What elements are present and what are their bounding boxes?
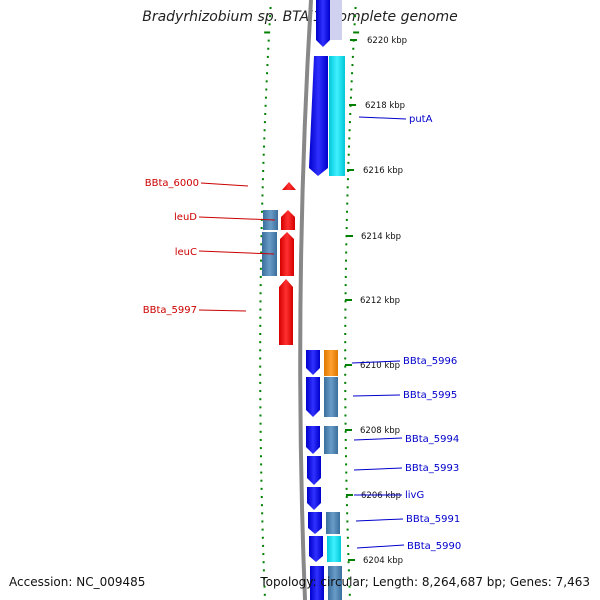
scale-label-6210: 6210 kbp [360,361,400,371]
gene-bbta-5994 [306,426,320,454]
label-leader [198,250,275,255]
gene-bbta-5997 [279,279,293,345]
feature-steel-5991 [326,512,340,534]
gene-top-forward [316,0,330,47]
genome-backbone [298,0,313,600]
label-leud[interactable]: leuD [174,212,197,223]
left-tick-track [259,7,272,596]
feature-lavender [330,0,342,40]
label-leader [351,360,401,364]
label-leader [353,437,403,441]
label-leader [356,544,405,549]
gene-bbta-5990 [309,536,323,562]
label-bbta-5990[interactable]: BBta_5990 [407,541,461,552]
feature-steel-5994 [324,426,338,454]
label-bbta-5994[interactable]: BBta_5994 [405,434,459,445]
feature-steel-5995 [324,377,338,417]
label-bbta-5996[interactable]: BBta_5996 [403,356,457,367]
gene-bottom-forward [310,566,324,600]
label-leader [358,116,407,120]
feature-cyan-puta [329,56,345,176]
label-bbta-5993[interactable]: BBta_5993 [405,463,459,474]
label-bbta-5991[interactable]: BBta_5991 [406,514,460,525]
label-livg[interactable]: livG [405,490,424,501]
scale-label-6214: 6214 kbp [361,232,401,242]
gene-bbta-5995 [306,377,320,417]
gene-leuc [280,232,294,276]
feature-orange [324,350,338,376]
label-puta[interactable]: putA [409,114,433,125]
topology-text: Topology: circular; Length: 8,264,687 bp… [260,575,590,589]
label-leader [198,216,276,221]
scale-label-6212: 6212 kbp [360,296,400,306]
gene-puta [309,56,328,176]
label-leader [200,182,249,187]
label-leuc[interactable]: leuC [175,247,197,258]
label-bbta-5995[interactable]: BBta_5995 [403,390,457,401]
label-leader [353,467,403,471]
scale-label-6206: 6206 kbp [361,491,401,501]
feature-cyan-5990 [327,536,341,562]
scale-label-6216: 6216 kbp [363,166,403,176]
accession-text: Accession: NC_009485 [9,575,146,589]
feature-steel-bottom [328,566,342,600]
scale-label-6220: 6220 kbp [367,36,407,46]
label-leader [352,394,401,397]
label-leader [198,309,247,312]
scale-label-6218: 6218 kbp [365,101,405,111]
gene-bbta-5996 [306,350,320,375]
gene-livg [307,487,321,510]
gene-bbta-5993 [307,456,321,485]
left-gene-labels: BBta_6000 leuD leuC BBta_5997 [143,178,276,316]
label-leader [355,518,404,522]
map-title: Bradyrhizobium sp. BTAi1, complete genom… [142,9,458,25]
gene-leud [281,210,295,230]
scale-labels: 6220 kbp 6218 kbp 6216 kbp 6214 kbp 6212… [345,36,407,566]
gene-bbta-6000 [282,182,296,190]
scale-label-6204: 6204 kbp [363,556,403,566]
right-gene-labels: putA BBta_5996 BBta_5995 BBta_5994 BBta_… [351,114,461,552]
right-tick-track [344,7,360,596]
label-bbta-5997[interactable]: BBta_5997 [143,305,197,316]
gene-bbta-5991 [308,512,322,534]
label-bbta-6000[interactable]: BBta_6000 [145,178,199,189]
scale-label-6208: 6208 kbp [360,426,400,436]
